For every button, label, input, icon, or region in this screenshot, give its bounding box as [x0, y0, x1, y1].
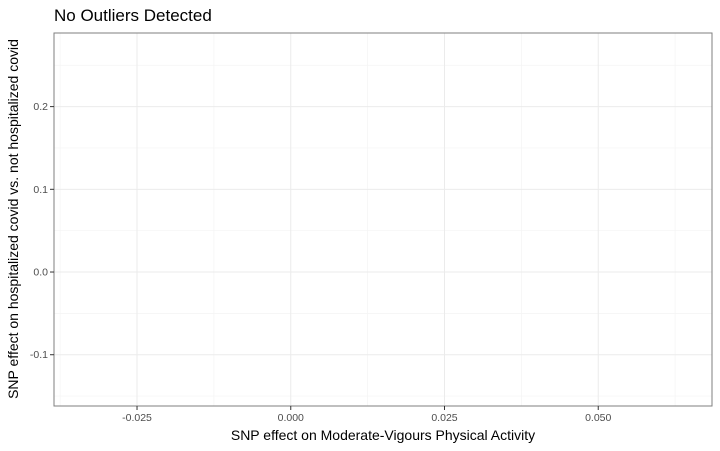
x-tick-label: 0.025: [431, 412, 457, 424]
y-axis-title: SNP effect on hospitalized covid vs. not…: [5, 39, 21, 399]
x-tick-label: -0.025: [122, 412, 152, 424]
y-tick-label: 0.1: [33, 184, 48, 196]
plot-panel-background: [54, 33, 712, 406]
y-tick-label: 0.0: [33, 267, 48, 279]
x-tick-label: 0.050: [585, 412, 611, 424]
plot-area: -0.025 0.000 0.025 0.050 -0.1 0.0 0.1 0.2: [30, 32, 713, 424]
chart-title: No Outliers Detected: [54, 6, 212, 25]
plot-panel-border: [53, 32, 713, 407]
x-tick-label: 0.000: [278, 412, 304, 424]
y-tick-label: -0.1: [30, 349, 48, 361]
x-axis-title: SNP effect on Moderate-Vigours Physical …: [231, 427, 535, 443]
y-tick-label: 0.2: [33, 101, 48, 113]
